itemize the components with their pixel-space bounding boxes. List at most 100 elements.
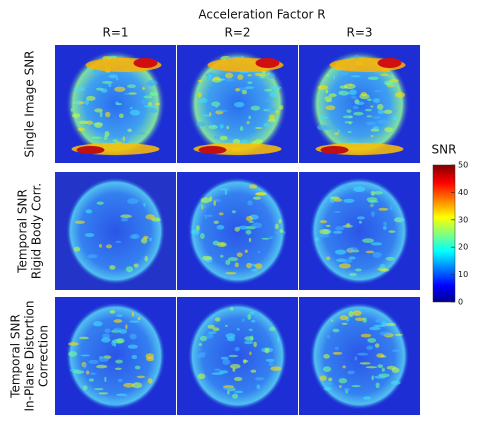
speckle xyxy=(268,361,274,367)
speckle xyxy=(366,345,374,350)
speckle xyxy=(351,385,361,388)
speckle xyxy=(218,212,224,216)
speckle xyxy=(109,310,116,314)
speckle xyxy=(146,356,155,362)
high-snr-bottom xyxy=(76,146,105,154)
speckle xyxy=(108,74,118,79)
speckle xyxy=(200,197,211,203)
colorbar-label: SNR xyxy=(432,143,457,157)
speckle xyxy=(326,200,330,204)
speckle xyxy=(356,216,365,220)
speckle xyxy=(234,390,244,394)
speckle xyxy=(227,257,239,262)
speckle xyxy=(380,73,390,77)
speckle xyxy=(229,363,241,369)
speckle xyxy=(265,98,271,103)
speckle xyxy=(216,225,225,230)
speckle xyxy=(73,370,85,374)
speckle xyxy=(244,86,255,90)
speckle xyxy=(391,349,401,353)
row-label-line: Temporal SNR xyxy=(16,189,30,274)
speckle xyxy=(196,121,206,127)
speckle xyxy=(268,236,274,240)
speckle xyxy=(241,89,247,95)
speckle xyxy=(371,375,375,381)
speckle xyxy=(269,326,276,332)
speckle xyxy=(123,139,129,144)
speckle xyxy=(339,315,348,321)
speckle xyxy=(206,333,214,339)
speckle xyxy=(254,312,259,318)
speckle xyxy=(326,73,330,78)
speckle xyxy=(384,127,394,133)
speckle xyxy=(95,132,104,136)
speckle xyxy=(236,252,243,258)
speckle xyxy=(268,73,276,79)
colorbar-tick-label: 30 xyxy=(458,215,468,224)
speckle xyxy=(226,275,231,279)
speckle xyxy=(359,362,371,365)
speckle xyxy=(85,209,93,214)
speckle xyxy=(89,372,97,376)
speckle xyxy=(331,319,334,322)
speckle xyxy=(334,210,341,213)
speckle xyxy=(225,259,231,265)
speckle xyxy=(334,226,344,231)
speckle xyxy=(140,237,148,244)
brain-region xyxy=(309,177,410,285)
speckle xyxy=(247,81,253,85)
speckle xyxy=(238,225,249,230)
speckle xyxy=(264,347,270,354)
speckle xyxy=(94,108,103,113)
speckle xyxy=(374,375,387,379)
speckle xyxy=(132,233,140,239)
speckle xyxy=(108,82,112,88)
speckle xyxy=(343,198,355,203)
speckle xyxy=(243,340,254,345)
speckle xyxy=(325,105,336,111)
speckle xyxy=(113,343,117,347)
speckle xyxy=(341,184,352,188)
speckle xyxy=(127,198,139,205)
speckle xyxy=(234,346,240,352)
speckle xyxy=(141,87,146,90)
speckle xyxy=(249,263,257,267)
speckle xyxy=(125,266,134,273)
speckle xyxy=(234,226,240,232)
speckle xyxy=(389,204,393,211)
speckle xyxy=(134,365,141,370)
speckle xyxy=(244,249,248,253)
speckle xyxy=(235,87,240,92)
speckle xyxy=(366,115,373,118)
speckle xyxy=(346,223,351,227)
speckle xyxy=(384,322,397,327)
speckle xyxy=(120,217,129,222)
speckle xyxy=(212,327,220,332)
speckle xyxy=(350,75,362,78)
colorbar-tick-label: 40 xyxy=(458,188,468,197)
speckle xyxy=(70,107,74,112)
speckle xyxy=(356,352,369,356)
speckle xyxy=(384,80,394,86)
speckle xyxy=(251,319,256,323)
speckle xyxy=(198,343,202,346)
speckle xyxy=(372,252,382,258)
speckle xyxy=(144,255,148,262)
speckle xyxy=(147,378,153,384)
speckle xyxy=(204,216,207,220)
speckle xyxy=(370,105,374,108)
speckle xyxy=(208,331,217,334)
speckle xyxy=(247,200,253,206)
speckle xyxy=(347,247,358,252)
speckle xyxy=(101,397,108,402)
speckle xyxy=(370,202,375,208)
speckle xyxy=(319,220,328,224)
speckle xyxy=(239,126,244,132)
speckle xyxy=(323,386,332,391)
speckle xyxy=(246,120,250,125)
speckle xyxy=(145,82,155,87)
speckle xyxy=(224,190,228,196)
speckle xyxy=(242,359,249,363)
speckle xyxy=(247,74,252,77)
colorbar xyxy=(432,164,456,303)
